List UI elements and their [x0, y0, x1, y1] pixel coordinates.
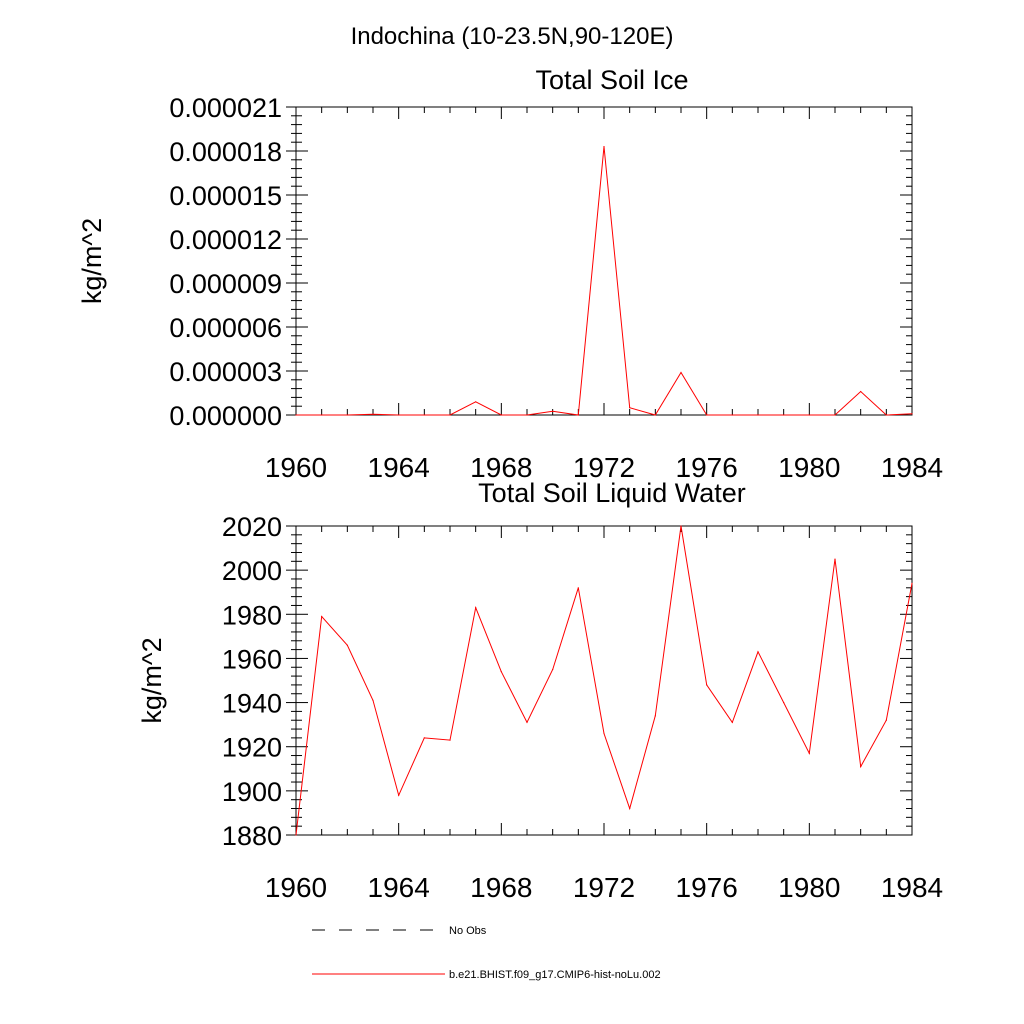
data-point	[603, 732, 605, 735]
y-tick-label: 0.000006	[169, 313, 282, 343]
x-tick-label: 1976	[676, 872, 738, 903]
plot-frame	[295, 106, 913, 416]
data-point	[706, 684, 708, 686]
y-tick-label: 0.000003	[169, 357, 282, 387]
y-tick-label: 0.000021	[169, 93, 282, 123]
data-point	[295, 414, 297, 416]
data-point	[885, 414, 887, 416]
figure-title: Indochina (10-23.5N,90-120E)	[351, 23, 674, 50]
data-point	[552, 668, 554, 671]
data-point	[834, 414, 836, 416]
data-point	[783, 701, 785, 704]
data-point	[731, 721, 733, 724]
data-point	[449, 414, 451, 416]
data-point	[680, 525, 682, 527]
x-tick-label: 1964	[368, 872, 430, 903]
panel-total-soil-liquid-water: Total Soil Liquid Water kg/m^2 1960 1964 196…	[137, 478, 943, 903]
data-point	[629, 807, 631, 810]
panel-total-soil-ice: Total Soil Ice kg/m^2 1960 1964 1968 1972 1976…	[77, 65, 943, 483]
x-tick-label: 1968	[470, 452, 532, 483]
data-point	[321, 414, 323, 416]
data-point	[654, 715, 656, 717]
data-point	[423, 414, 425, 416]
data-point	[475, 401, 477, 403]
data-point	[552, 410, 554, 412]
data-point	[526, 721, 528, 724]
data-point	[911, 582, 913, 584]
y-tick-label: 2020	[222, 512, 282, 542]
data-point	[654, 414, 656, 416]
y-tick-label: 0.000000	[169, 401, 282, 431]
x-tick-label: 1960	[265, 452, 327, 483]
data-point	[475, 607, 477, 609]
data-point	[346, 414, 348, 416]
x-tick-label: 1976	[676, 452, 738, 483]
data-point	[757, 414, 759, 416]
y-tick-label: 1940	[222, 689, 282, 719]
data-point	[885, 719, 887, 721]
x-tick-label: 1984	[881, 872, 943, 903]
y-tick-label: 0.000009	[169, 269, 282, 299]
x-tick-label: 1972	[573, 452, 635, 483]
x-tick-label: 1968	[470, 872, 532, 903]
data-point	[783, 414, 785, 416]
x-tick-label: 1980	[778, 872, 840, 903]
data-point	[731, 414, 733, 416]
data-point	[808, 752, 810, 754]
data-point	[372, 699, 374, 701]
y-tick-label: 1880	[222, 821, 282, 851]
series-line	[296, 146, 913, 416]
data-point	[860, 765, 862, 768]
data-point	[680, 371, 682, 374]
data-point	[500, 414, 502, 416]
data-point	[398, 414, 400, 416]
data-point	[603, 146, 605, 148]
data-point	[808, 414, 810, 416]
y-tick-label: 0.000012	[169, 225, 282, 255]
legend-label-no-obs: No Obs	[449, 925, 487, 937]
data-point	[449, 739, 451, 741]
data-point	[500, 671, 502, 673]
data-point	[577, 414, 579, 416]
x-tick-label: 1984	[881, 452, 943, 483]
data-point	[346, 644, 348, 646]
x-tick-label: 1964	[368, 452, 430, 483]
y-tick-label: 2000	[222, 556, 282, 586]
legend-label-model: b.e21.BHIST.f09_g17.CMIP6-hist-noLu.002	[449, 969, 661, 981]
chart-title: Total Soil Ice	[535, 65, 688, 95]
chart-title: Total Soil Liquid Water	[478, 478, 746, 508]
data-point	[321, 615, 323, 618]
data-point	[629, 407, 631, 409]
y-tick-label: 1980	[222, 600, 282, 630]
data-point	[860, 390, 862, 393]
data-point	[706, 414, 708, 416]
y-tick-label: 0.000015	[169, 181, 282, 211]
data-point	[295, 834, 297, 836]
legend: No Obs b.e21.BHIST.f09_g17.CMIP6-hist-no…	[312, 925, 661, 981]
data-point	[423, 737, 425, 739]
y-axis-label: kg/m^2	[77, 218, 107, 304]
x-tick-label: 1972	[573, 872, 635, 903]
y-tick-label: 1920	[222, 733, 282, 763]
data-point	[577, 587, 579, 589]
x-tick-label: 1980	[778, 452, 840, 483]
y-tick-label: 1960	[222, 644, 282, 674]
y-tick-label: 0.000018	[169, 137, 282, 167]
y-axis-label: kg/m^2	[137, 637, 167, 723]
series-line	[295, 525, 913, 836]
data-point	[372, 413, 374, 415]
plot-frame	[295, 525, 913, 836]
data-point	[398, 794, 400, 796]
data-point	[911, 413, 913, 415]
data-point	[757, 651, 759, 653]
data-point	[834, 558, 836, 560]
data-point	[526, 414, 528, 416]
y-tick-label: 1900	[222, 777, 282, 807]
x-tick-label: 1960	[265, 872, 327, 903]
